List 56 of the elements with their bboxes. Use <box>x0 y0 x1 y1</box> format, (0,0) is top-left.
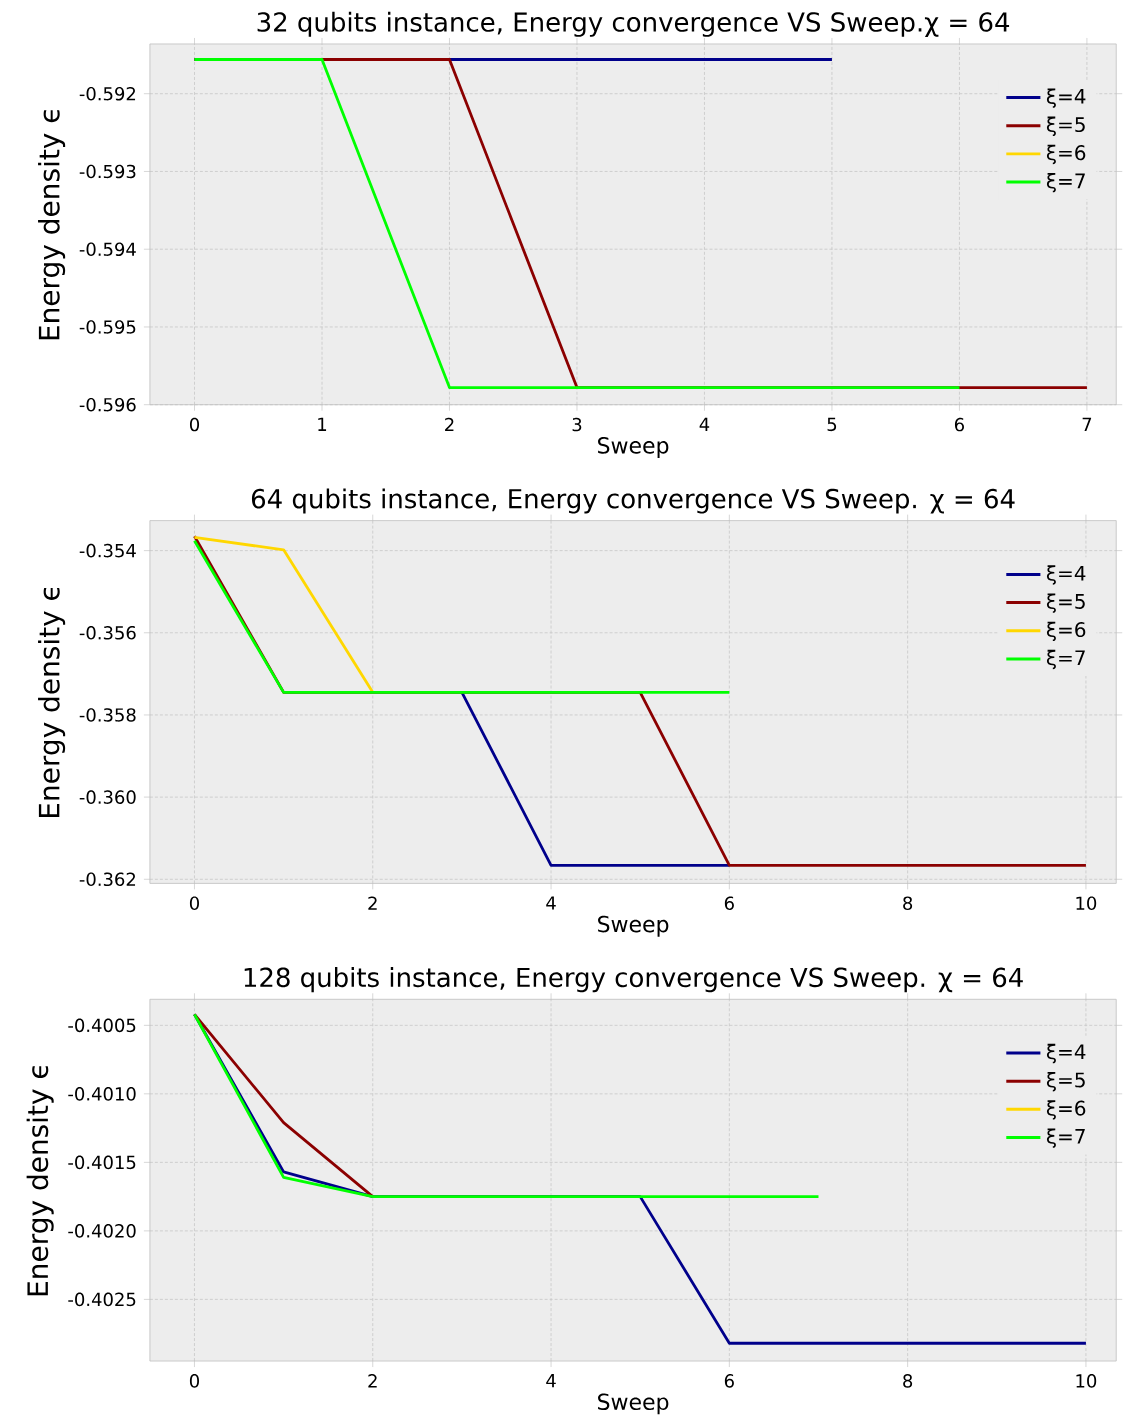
legend-label: ξ=5 <box>1046 116 1085 136</box>
y-tick-label: -0.356 <box>79 625 136 640</box>
y-tick-label: -0.594 <box>79 242 136 257</box>
x-tick-label: 2 <box>368 896 377 910</box>
legend-label: ξ=7 <box>1046 649 1085 670</box>
y-axis-title: Energy density ϵ <box>26 1066 54 1296</box>
x-tick-label: 0 <box>189 417 199 432</box>
x-axis-title: Sweep <box>597 437 669 458</box>
x-tick-label: 3 <box>572 417 582 432</box>
legend-label: ξ=7 <box>1046 1128 1085 1148</box>
x-tick-label: 6 <box>954 417 964 432</box>
x-tick-label: 2 <box>368 1374 377 1388</box>
chart-title: 32 qubits instance, Energy convergence VS Sweep.χ = 64 <box>257 11 1009 37</box>
chart-title: 128 qubits instance, Energy convergence VS Sweep. χ = 64 <box>244 967 1023 993</box>
x-tick-label: 8 <box>903 1374 913 1388</box>
x-tick-label: 2 <box>444 417 454 432</box>
legend-label: ξ=5 <box>1046 1072 1085 1092</box>
legend-label: ξ=6 <box>1046 621 1086 642</box>
legend-label: ξ=6 <box>1046 1100 1086 1120</box>
y-tick-label: -0.593 <box>79 164 136 179</box>
x-tick-label: 0 <box>189 1374 199 1388</box>
x-tick-label: 4 <box>546 1374 556 1388</box>
x-tick-label: 6 <box>724 1374 734 1388</box>
legend-label: ξ=7 <box>1046 172 1085 193</box>
x-tick-label: 10 <box>1076 896 1097 911</box>
x-tick-label: 4 <box>699 417 710 431</box>
chart-title: 64 qubits instance, Energy convergence VS Sweep. χ = 64 <box>251 488 1015 514</box>
y-tick-label: -0.4025 <box>68 1292 136 1307</box>
y-tick-label: -0.4005 <box>68 1018 136 1033</box>
x-tick-label: 0 <box>189 896 199 911</box>
legend-label: ξ=4 <box>1046 565 1086 585</box>
x-axis-title: Sweep <box>597 915 669 937</box>
x-axis-title: Sweep <box>597 1393 669 1415</box>
x-tick-label: 5 <box>827 417 836 432</box>
y-tick-label: -0.360 <box>79 790 136 804</box>
y-tick-label: -0.4010 <box>68 1087 136 1101</box>
y-axis-title: Energy density ϵ <box>37 110 66 340</box>
y-tick-label: -0.354 <box>79 543 136 558</box>
x-tick-label: 7 <box>1082 417 1091 431</box>
x-tick-label: 6 <box>724 896 734 911</box>
y-tick-label: -0.358 <box>79 708 136 722</box>
y-tick-label: -0.595 <box>79 320 136 334</box>
legend-label: ξ=4 <box>1046 1043 1086 1064</box>
legend-label: ξ=4 <box>1046 88 1086 108</box>
y-tick-label: -0.4015 <box>68 1155 136 1170</box>
y-tick-label: -0.592 <box>79 86 135 101</box>
x-tick-label: 8 <box>903 896 913 911</box>
x-tick-label: 1 <box>318 417 326 431</box>
y-axis-title: Energy density ϵ <box>37 587 66 818</box>
x-tick-label: 4 <box>546 896 556 910</box>
x-tick-label: 10 <box>1076 1374 1097 1388</box>
legend-label: ξ=5 <box>1046 593 1085 613</box>
y-tick-label: -0.596 <box>79 397 136 412</box>
y-tick-label: -0.362 <box>79 872 135 887</box>
legend-label: ξ=6 <box>1046 144 1086 165</box>
y-tick-label: -0.4020 <box>68 1224 136 1238</box>
